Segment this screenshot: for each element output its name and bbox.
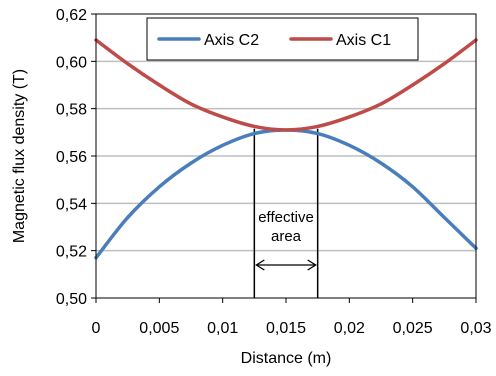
- y-tick-label: 0,60: [56, 54, 87, 71]
- arrow-head-left: [255, 259, 265, 271]
- legend: Axis C2 Axis C1: [146, 17, 419, 61]
- y-tick-label: 0,58: [56, 102, 87, 119]
- legend-label: Axis C2: [204, 32, 259, 49]
- y-tick-label: 0,52: [56, 244, 87, 261]
- x-tick-label: 0,01: [207, 320, 238, 337]
- effective-area-marker: [253, 128, 319, 298]
- x-tick-label: 0,02: [334, 320, 365, 337]
- y-tick-label: 0,62: [56, 7, 87, 24]
- series-lines: [94, 38, 478, 260]
- x-tick-label: 0,015: [266, 320, 306, 337]
- grid-lines: [96, 60, 476, 252]
- x-tick-label: 0: [92, 320, 101, 337]
- annotation-label-line2: area: [271, 228, 302, 245]
- series-line-axis-c1: [94, 38, 478, 132]
- y-axis-title: Magnetic flux density (T): [11, 69, 28, 243]
- annotation-label-line1: effective: [258, 209, 314, 226]
- x-tick-label: 0,025: [393, 320, 433, 337]
- axis-ticks: 0,50 0,52 0,54 0,56 0,58 0,60 0,62 0 0,005 0,01 0,…: [56, 7, 492, 337]
- arrow-head-right: [307, 259, 317, 271]
- y-tick-label: 0,56: [56, 149, 87, 166]
- x-axis-title: Distance (m): [241, 350, 332, 367]
- x-tick-label: 0,03: [460, 320, 491, 337]
- x-tick-label: 0,005: [139, 320, 179, 337]
- legend-label: Axis C1: [336, 32, 391, 49]
- y-tick-label: 0,50: [56, 291, 87, 308]
- y-tick-label: 0,54: [56, 196, 87, 213]
